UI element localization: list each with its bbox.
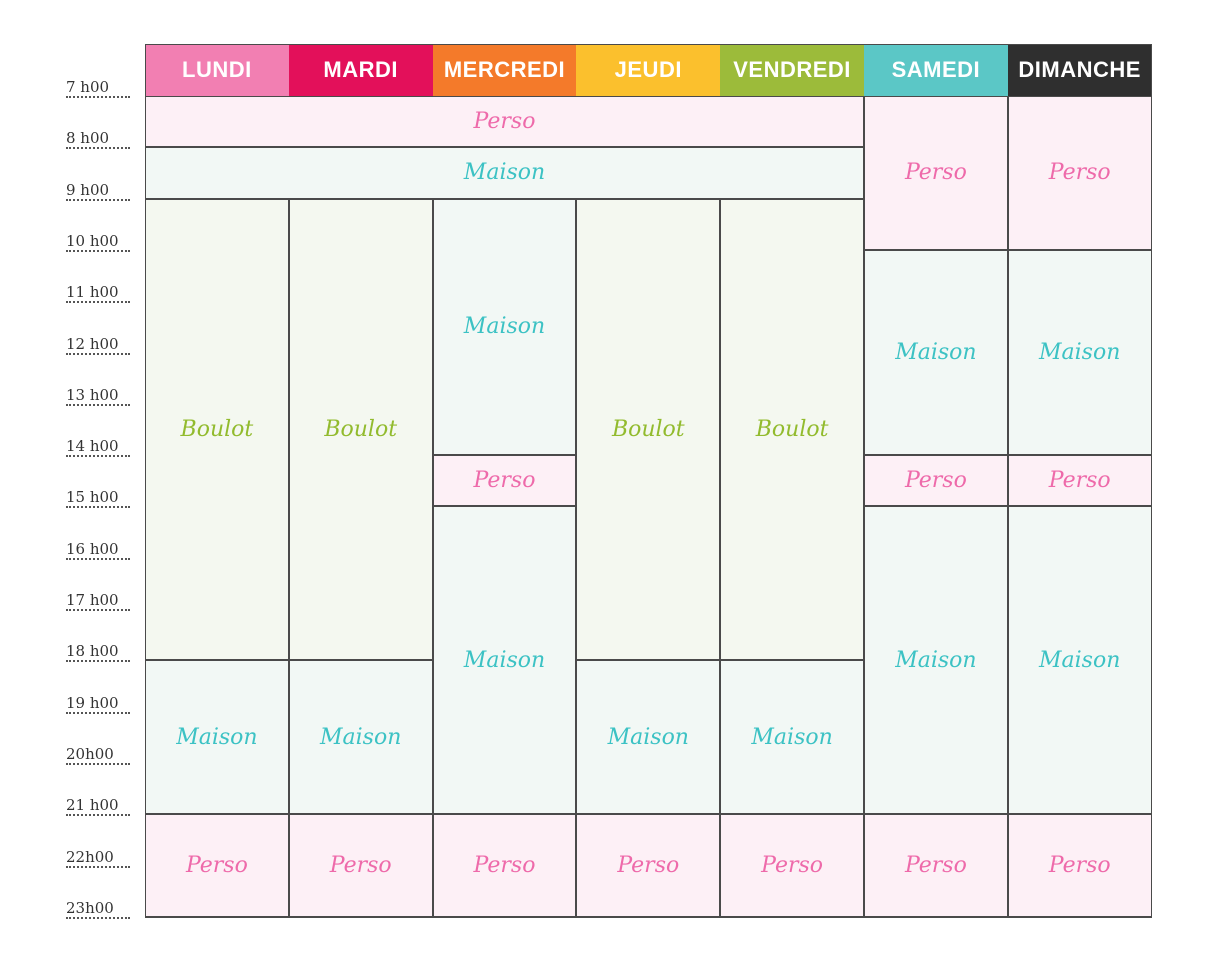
time-label: 7 h00 bbox=[66, 78, 130, 98]
block-label: Perso bbox=[904, 160, 967, 186]
perso-block: Perso bbox=[145, 814, 289, 917]
boulot-block: Boulot bbox=[720, 198, 864, 661]
block-label: Maison bbox=[176, 724, 258, 750]
maison-block: Maison bbox=[864, 506, 1008, 815]
time-label: 17 h00 bbox=[66, 591, 130, 611]
maison-block: Maison bbox=[432, 198, 577, 456]
time-label: 18 h00 bbox=[66, 642, 130, 663]
boulot-block: Boulot bbox=[145, 198, 289, 661]
boulot-block: Boulot bbox=[576, 198, 721, 661]
perso-block: Perso bbox=[1007, 814, 1152, 917]
time-label: 15 h00 bbox=[66, 488, 130, 509]
day-header-jeudi: JEUDI bbox=[576, 44, 721, 96]
maison-block: Maison bbox=[288, 660, 433, 815]
block-label: Maison bbox=[463, 314, 546, 340]
time-label: 23h00 bbox=[66, 899, 130, 919]
block-label: Maison bbox=[895, 339, 977, 365]
perso-block: Perso bbox=[1007, 455, 1152, 507]
time-label: 8 h00 bbox=[66, 129, 130, 150]
block-label: Boulot bbox=[324, 416, 398, 442]
block-label: Maison bbox=[463, 647, 546, 673]
maison-block: Maison bbox=[432, 506, 577, 815]
maison-block: Maison bbox=[1007, 506, 1152, 815]
block-label: Perso bbox=[904, 852, 967, 878]
block-label: Perso bbox=[473, 852, 536, 878]
day-header-mercredi: MERCREDI bbox=[432, 44, 577, 96]
maison-block: Maison bbox=[145, 147, 864, 199]
block-label: Perso bbox=[761, 852, 824, 878]
block-label: Perso bbox=[1048, 468, 1111, 494]
maison-block: Maison bbox=[720, 660, 864, 815]
block-label: Maison bbox=[463, 160, 546, 186]
perso-block: Perso bbox=[576, 814, 721, 917]
block-label: Maison bbox=[607, 724, 689, 750]
time-label: 10 h00 bbox=[66, 232, 130, 252]
perso-block: Perso bbox=[864, 455, 1008, 507]
boulot-block: Boulot bbox=[288, 198, 433, 661]
block-label: Perso bbox=[329, 852, 392, 878]
maison-block: Maison bbox=[145, 660, 289, 815]
day-header-samedi: SAMEDI bbox=[864, 44, 1008, 96]
block-label: Perso bbox=[473, 109, 536, 135]
block-label: Maison bbox=[1039, 339, 1121, 365]
maison-block: Maison bbox=[1007, 249, 1152, 456]
time-label: 19 h00 bbox=[66, 694, 130, 714]
time-label: 11 h00 bbox=[66, 283, 130, 304]
block-label: Perso bbox=[1048, 852, 1111, 878]
time-label: 12 h00 bbox=[66, 335, 130, 355]
day-header-vendredi: VENDREDI bbox=[720, 44, 864, 96]
day-header-mardi: MARDI bbox=[288, 44, 433, 96]
block-label: Perso bbox=[904, 468, 967, 494]
day-header-dimanche: DIMANCHE bbox=[1007, 44, 1152, 96]
block-label: Perso bbox=[185, 852, 248, 878]
perso-block: Perso bbox=[432, 455, 577, 507]
time-label: 13 h00 bbox=[66, 386, 130, 406]
time-label: 14 h00 bbox=[66, 437, 130, 458]
block-label: Perso bbox=[617, 852, 680, 878]
perso-block: Perso bbox=[720, 814, 864, 917]
time-label: 22h00 bbox=[66, 848, 130, 868]
block-label: Maison bbox=[1039, 647, 1121, 673]
maison-block: Maison bbox=[576, 660, 721, 815]
perso-block: Perso bbox=[432, 814, 577, 917]
block-label: Maison bbox=[895, 647, 977, 673]
perso-block: Perso bbox=[1007, 96, 1152, 250]
block-label: Boulot bbox=[755, 416, 829, 442]
time-label: 20h00 bbox=[66, 745, 130, 765]
block-label: Boulot bbox=[611, 416, 685, 442]
perso-block: Perso bbox=[145, 96, 864, 148]
day-header-lundi: LUNDI bbox=[145, 44, 289, 96]
block-label: Maison bbox=[751, 724, 833, 750]
block-label: Perso bbox=[473, 468, 536, 494]
perso-block: Perso bbox=[864, 96, 1008, 250]
time-label: 16 h00 bbox=[66, 540, 130, 560]
maison-block: Maison bbox=[864, 249, 1008, 456]
block-label: Boulot bbox=[180, 416, 254, 442]
perso-block: Perso bbox=[864, 814, 1008, 917]
perso-block: Perso bbox=[288, 814, 433, 917]
time-label: 21 h00 bbox=[66, 796, 130, 817]
block-label: Maison bbox=[320, 724, 402, 750]
time-label: 9 h00 bbox=[66, 181, 130, 201]
block-label: Perso bbox=[1048, 160, 1111, 186]
